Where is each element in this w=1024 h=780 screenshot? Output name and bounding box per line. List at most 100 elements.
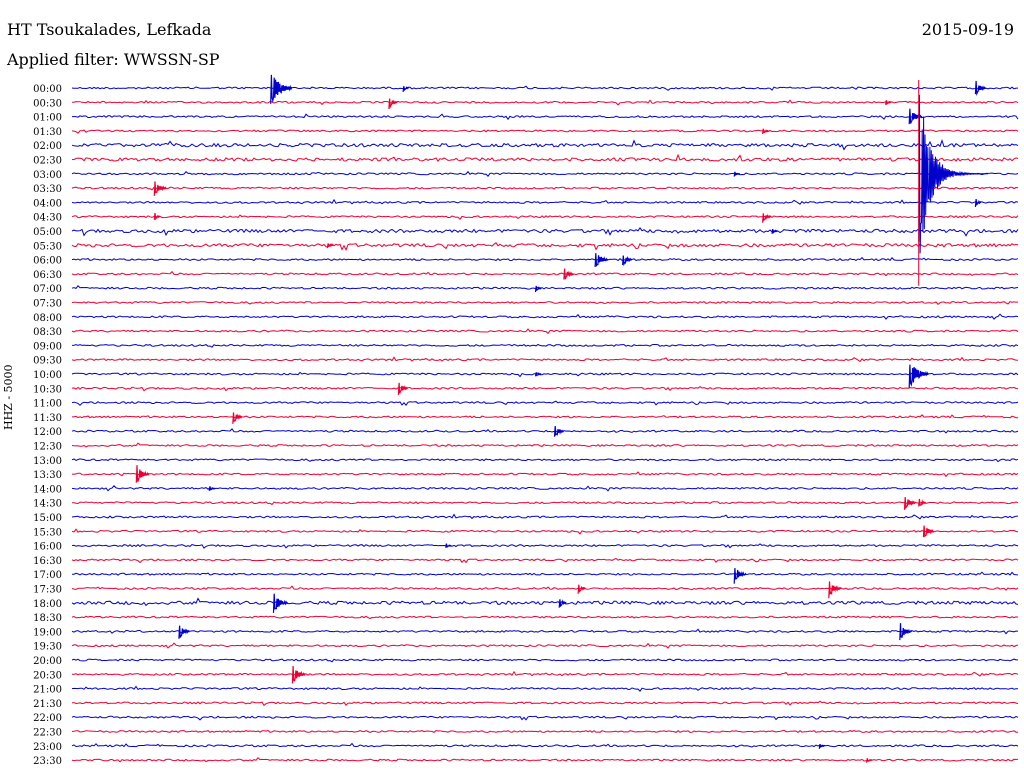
event-burst [397, 382, 408, 395]
time-label: 02:30 [33, 156, 62, 167]
event-burst [208, 486, 216, 491]
time-label: 18:30 [33, 613, 62, 624]
trace-line [71, 742, 1019, 748]
time-label: 02:00 [33, 141, 62, 152]
trace-line [71, 557, 1019, 564]
time-label: 07:00 [33, 284, 62, 295]
trace-line [71, 729, 1018, 734]
trace-line [71, 129, 1019, 134]
traces [71, 85, 1019, 763]
event-burst [866, 758, 873, 763]
time-label: 23:30 [33, 756, 62, 767]
time-label: 21:00 [33, 685, 62, 696]
time-label: 17:30 [33, 585, 62, 596]
trace-line [72, 113, 1019, 121]
event-burst [402, 86, 410, 92]
event-burst [178, 625, 190, 639]
trace-line [71, 428, 1019, 434]
time-label: 22:00 [33, 713, 62, 724]
time-label: 05:00 [33, 227, 62, 238]
event-burst [270, 74, 293, 104]
time-label: 16:00 [33, 542, 62, 553]
trace-line [71, 501, 1019, 506]
time-label: 04:00 [33, 198, 62, 209]
event-burst [733, 568, 747, 584]
time-label: 15:00 [33, 513, 62, 524]
time-label: 05:30 [33, 241, 62, 252]
trace-line [72, 571, 1019, 576]
trace-line [71, 628, 1019, 635]
event-burst [232, 412, 243, 424]
time-label: 11:00 [33, 399, 62, 410]
event-burst [899, 623, 913, 641]
trace-line [71, 270, 1019, 277]
event-burst [908, 364, 929, 388]
event-burst [534, 372, 542, 377]
trace-line [71, 471, 1019, 478]
time-label: 10:00 [33, 370, 62, 381]
time-label: 14:30 [33, 499, 62, 510]
event-burst [558, 599, 567, 608]
time-label: 18:00 [33, 599, 62, 610]
event-burst [918, 94, 989, 254]
time-label: 13:30 [33, 470, 62, 481]
event-burst [326, 243, 334, 249]
time-label: 01:30 [33, 127, 62, 138]
trace-line [71, 642, 1019, 649]
event-burst [594, 253, 609, 268]
event-burst [622, 255, 633, 267]
trace-line [71, 685, 1018, 693]
trace-line [72, 414, 1019, 419]
time-label: 03:30 [33, 184, 62, 195]
time-label: 12:00 [33, 427, 62, 438]
trace-line [71, 99, 1019, 106]
trace-line [71, 285, 1019, 290]
trace-line [71, 385, 1019, 392]
trace-line [71, 198, 1019, 205]
time-labels: 00:00 00:30 01:00 01:30 02:00 02:30 03:00 03:30… [33, 84, 62, 767]
time-label: 09:00 [33, 341, 62, 352]
event-burst [918, 498, 927, 507]
trace-line [71, 153, 1019, 162]
event-burst [762, 128, 769, 135]
trace-line [71, 756, 1019, 763]
event-burst [153, 181, 167, 196]
filter-label: Applied filter: WWSSN-SP [7, 50, 220, 69]
time-label: 12:30 [33, 442, 62, 453]
trace-line [71, 543, 1019, 549]
trace-line [71, 139, 1019, 151]
time-label: 07:30 [33, 299, 62, 310]
event-burst [828, 581, 842, 599]
event-burst [563, 268, 574, 280]
trace-line [71, 715, 1019, 721]
trace-line [71, 400, 1019, 407]
time-label: 14:00 [33, 484, 62, 495]
trace-line [71, 485, 1019, 492]
event-burst [885, 100, 892, 106]
event-burst [974, 199, 982, 208]
time-label: 22:30 [33, 728, 62, 739]
trace-line [71, 658, 1018, 663]
time-label: 06:00 [33, 256, 62, 267]
time-label: 15:30 [33, 527, 62, 538]
trace-line [71, 615, 1019, 620]
trace-line [71, 242, 1019, 252]
trace-line [71, 85, 1018, 91]
trace-line [71, 256, 1019, 262]
trace-line [71, 442, 1019, 448]
time-label: 19:30 [33, 642, 62, 653]
event-burst [553, 426, 565, 437]
event-burst [534, 285, 542, 293]
trace-line [71, 227, 1019, 237]
trace-line [71, 214, 1019, 221]
event-burst [903, 497, 916, 510]
trace-line [71, 513, 1019, 520]
event-burst [818, 743, 826, 749]
time-label: 21:30 [33, 699, 62, 710]
event-burst [974, 80, 986, 96]
event-burst [771, 228, 778, 234]
time-label: 00:00 [33, 84, 62, 95]
event-burst [445, 543, 452, 549]
event-burst [577, 584, 586, 594]
